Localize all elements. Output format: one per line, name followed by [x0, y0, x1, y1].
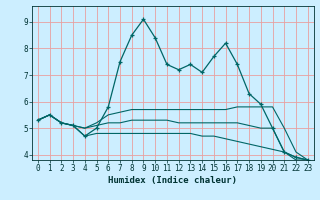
X-axis label: Humidex (Indice chaleur): Humidex (Indice chaleur): [108, 176, 237, 185]
